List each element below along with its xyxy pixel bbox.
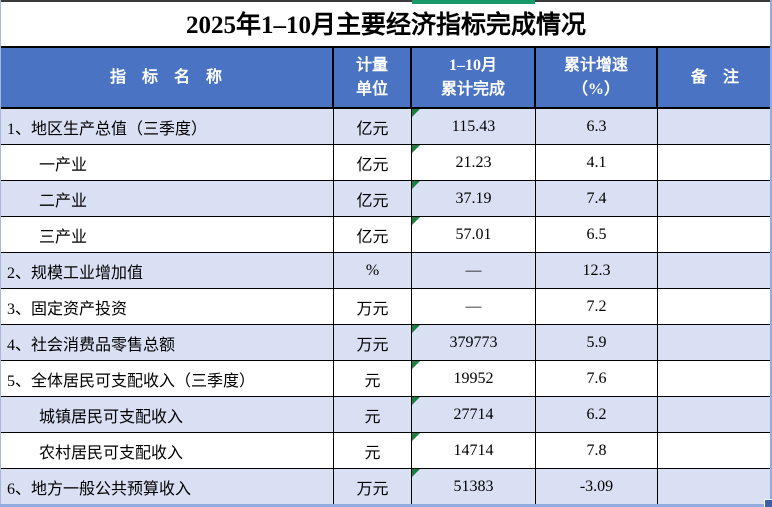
note-cell[interactable] — [658, 361, 772, 396]
growth-cell[interactable]: -3.09 — [536, 469, 658, 505]
header-note[interactable]: 备 注 — [690, 68, 739, 86]
table-left-gridline — [0, 0, 1, 507]
error-marker-icon — [412, 181, 420, 189]
indicator-cell[interactable]: 1、地区生产总值（三季度） — [0, 109, 334, 144]
error-marker-icon — [412, 109, 420, 117]
table-row: 3、固定资产投资 万元 — 7.2 — [0, 289, 772, 325]
note-cell[interactable] — [658, 397, 772, 432]
header-cumulative-completed[interactable]: 1–10月 累计完成 — [412, 48, 536, 107]
indicator-cell[interactable]: 4、社会消费品零售总额 — [0, 325, 334, 360]
note-cell[interactable] — [658, 217, 772, 252]
growth-cell[interactable]: 7.4 — [536, 181, 658, 216]
note-cell[interactable] — [658, 181, 772, 216]
error-marker-icon — [412, 325, 420, 333]
growth-cell[interactable]: 6.3 — [536, 109, 658, 144]
value-cell[interactable]: 21.23 — [412, 145, 536, 180]
table-body: 1、地区生产总值（三季度） 亿元 115.43 6.3 一产业 亿元 21.23… — [0, 109, 772, 505]
unit-cell[interactable]: 元 — [334, 361, 412, 396]
growth-cell[interactable]: 4.1 — [536, 145, 658, 180]
unit-cell[interactable]: 亿元 — [334, 217, 412, 252]
unit-cell[interactable]: % — [334, 253, 412, 288]
growth-cell[interactable]: 7.8 — [536, 433, 658, 468]
value-cell[interactable]: 19952 — [412, 361, 536, 396]
growth-cell[interactable]: 7.2 — [536, 289, 658, 324]
error-marker-icon — [412, 433, 420, 441]
indicator-cell[interactable]: 农村居民可支配收入 — [0, 433, 334, 468]
value-cell[interactable]: 57.01 — [412, 217, 536, 252]
table-row: 1、地区生产总值（三季度） 亿元 115.43 6.3 — [0, 109, 772, 145]
growth-cell[interactable]: 6.2 — [536, 397, 658, 432]
unit-cell[interactable]: 万元 — [334, 469, 412, 505]
unit-cell[interactable]: 亿元 — [334, 145, 412, 180]
note-cell[interactable] — [658, 289, 772, 324]
indicator-cell[interactable]: 三产业 — [0, 217, 334, 252]
error-marker-icon — [412, 217, 420, 225]
table-header-row: 指 标 名 称 计量 单位 1–10月 累计完成 累计增速 （%） 备 注 — [0, 46, 772, 109]
error-marker-icon — [412, 397, 420, 405]
table-row: 2、规模工业增加值 % — 12.3 — [0, 253, 772, 289]
table-row: 一产业 亿元 21.23 4.1 — [0, 145, 772, 181]
value-cell[interactable]: — — [412, 289, 536, 324]
table-row: 6、地方一般公共预算收入 万元 51383 -3.09 — [0, 469, 772, 505]
indicator-cell[interactable]: 城镇居民可支配收入 — [0, 397, 334, 432]
note-cell[interactable] — [658, 253, 772, 288]
note-cell[interactable] — [658, 145, 772, 180]
error-marker-icon — [412, 145, 420, 153]
error-marker-icon — [412, 469, 420, 477]
growth-cell[interactable]: 6.5 — [536, 217, 658, 252]
value-cell[interactable]: 27714 — [412, 397, 536, 432]
indicator-cell[interactable]: 一产业 — [0, 145, 334, 180]
table-row: 二产业 亿元 37.19 7.4 — [0, 181, 772, 217]
table-row: 城镇居民可支配收入 元 27714 6.2 — [0, 397, 772, 433]
value-cell[interactable]: 115.43 — [412, 109, 536, 144]
page-title[interactable]: 2025年1–10月主要经济指标完成情况 — [185, 12, 586, 39]
header-indicator-name[interactable]: 指 标 名 称 — [0, 48, 334, 107]
growth-cell[interactable]: 12.3 — [536, 253, 658, 288]
header-unit[interactable]: 计量 单位 — [334, 48, 412, 107]
table-row: 三产业 亿元 57.01 6.5 — [0, 217, 772, 253]
value-cell[interactable]: 37.19 — [412, 181, 536, 216]
cell-top-accent-strip-icon — [412, 0, 535, 4]
unit-cell[interactable]: 万元 — [334, 325, 412, 360]
unit-cell[interactable]: 亿元 — [334, 109, 412, 144]
selection-border-bottom — [0, 504, 772, 507]
unit-cell[interactable]: 元 — [334, 397, 412, 432]
note-cell[interactable] — [658, 109, 772, 144]
indicator-cell[interactable]: 6、地方一般公共预算收入 — [0, 469, 334, 505]
unit-cell[interactable]: 亿元 — [334, 181, 412, 216]
table-row: 5、全体居民可支配收入（三季度） 元 19952 7.6 — [0, 361, 772, 397]
error-marker-icon — [412, 361, 420, 369]
indicator-cell[interactable]: 二产业 — [0, 181, 334, 216]
growth-cell[interactable]: 5.9 — [536, 325, 658, 360]
growth-cell[interactable]: 7.6 — [536, 361, 658, 396]
indicator-cell[interactable]: 3、固定资产投资 — [0, 289, 334, 324]
table-top-border — [0, 0, 772, 2]
header-cumulative-growth[interactable]: 累计增速 （%） — [536, 48, 658, 107]
indicator-cell[interactable]: 5、全体居民可支配收入（三季度） — [0, 361, 334, 396]
value-cell[interactable]: 14714 — [412, 433, 536, 468]
note-cell[interactable] — [658, 469, 772, 505]
note-cell[interactable] — [658, 433, 772, 468]
table-row: 4、社会消费品零售总额 万元 379773 5.9 — [0, 325, 772, 361]
value-cell[interactable]: 51383 — [412, 469, 536, 505]
table-row: 农村居民可支配收入 元 14714 7.8 — [0, 433, 772, 469]
fill-handle[interactable] — [764, 499, 772, 507]
indicator-cell[interactable]: 2、规模工业增加值 — [0, 253, 334, 288]
unit-cell[interactable]: 元 — [334, 433, 412, 468]
value-cell[interactable]: — — [412, 253, 536, 288]
unit-cell[interactable]: 万元 — [334, 289, 412, 324]
selection-border-right — [770, 0, 772, 507]
value-cell[interactable]: 379773 — [412, 325, 536, 360]
note-cell[interactable] — [658, 325, 772, 360]
